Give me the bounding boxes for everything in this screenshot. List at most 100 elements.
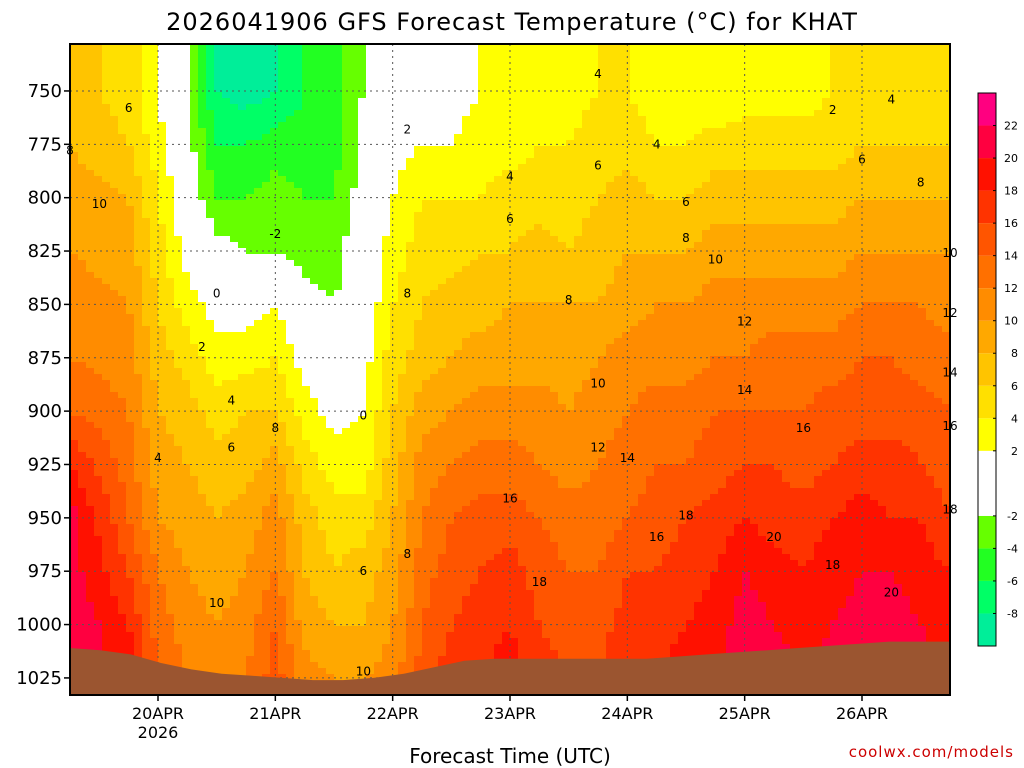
temperature-cell-447 (102, 110, 111, 117)
temperature-cell-1355 (166, 326, 175, 333)
temperature-cell-308 (86, 584, 95, 591)
temperature-cell-194 (78, 554, 87, 561)
temperature-cell-1450 (174, 242, 183, 249)
temperature-cell-4003 (358, 518, 367, 525)
temperature-cell-225 (86, 86, 95, 93)
temperature-cell-2669 (262, 362, 271, 369)
temperature-cell-3278 (310, 92, 319, 99)
temperature-cell-3191 (302, 224, 311, 231)
temperature-cell-1681 (190, 320, 199, 327)
temperature-cell-1904 (206, 350, 215, 357)
temperature-cell-4215 (374, 482, 383, 489)
temperature-cell-3482 (318, 662, 327, 669)
temperature-cell-4936 (430, 230, 439, 237)
temperature-cell-3643 (334, 320, 343, 327)
temperature-cell-2256 (230, 500, 239, 507)
temperature-cell-2848 (278, 128, 287, 135)
temperature-cell-4230 (374, 572, 383, 579)
temperature-cell-1837 (198, 602, 207, 609)
temperature-cell-3719 (342, 122, 351, 129)
temperature-cell-4593 (406, 134, 415, 141)
temperature-cell-2075 (222, 68, 231, 75)
temperature-cell-1498 (174, 530, 183, 537)
temperature-cell-2450 (246, 356, 255, 363)
temperature-cell-446 (102, 104, 111, 111)
temperature-cell-4308 (382, 386, 391, 393)
temperature-cell-2131 (222, 404, 231, 411)
temperature-cell-4428 (390, 452, 399, 459)
temperature-cell-598 (110, 362, 119, 369)
temperature-cell-2403 (246, 74, 255, 81)
temperature-cell-4402 (390, 296, 399, 303)
temperature-cell-3766 (342, 404, 351, 411)
temperature-cell-4445 (390, 554, 399, 561)
temperature-cell-3155 (294, 662, 303, 669)
temperature-cell-2295 (238, 80, 247, 87)
temperature-cell-164 (78, 374, 87, 381)
temperature-cell-3318 (310, 332, 319, 339)
temperature-cell-4708 (414, 170, 423, 177)
temperature-cell-3321 (310, 350, 319, 357)
temperature-cell-3690 (334, 602, 343, 609)
temperature-cell-1026 (142, 314, 151, 321)
temperature-cell-149 (78, 284, 87, 291)
temperature-cell-3700 (334, 662, 343, 669)
temperature-cell-3357 (310, 566, 319, 573)
temperature-cell-2311 (238, 176, 247, 183)
temperature-cell-2523 (254, 140, 263, 147)
temperature-cell-2752 (270, 206, 279, 213)
temperature-cell-4844 (422, 332, 431, 339)
temperature-cell-3192 (302, 230, 311, 237)
temperature-cell-1786 (198, 296, 207, 303)
temperature-cell-3358 (310, 572, 319, 579)
temperature-cell-952 (134, 524, 143, 531)
temperature-cell-1828 (198, 548, 207, 555)
temperature-cell-4463 (390, 662, 399, 669)
temperature-cell-2594 (254, 566, 263, 573)
temperature-cell-2073 (222, 56, 231, 63)
temperature-cell-1033 (142, 356, 151, 363)
temperature-cell-1261 (158, 416, 167, 423)
temperature-cell-2657 (262, 290, 271, 297)
temperature-cell-1052 (142, 470, 151, 477)
temperature-cell-4084 (366, 350, 375, 357)
temperature-cell-2184 (230, 68, 239, 75)
temperature-cell-1950 (206, 626, 215, 633)
temperature-cell-4658 (406, 524, 415, 531)
temperature-cell-2481 (246, 542, 255, 549)
temperature-cell-4637 (406, 398, 415, 405)
temperature-cell-2425 (246, 206, 255, 213)
temperature-cell-907 (134, 254, 143, 261)
temperature-cell-812 (126, 338, 135, 345)
temperature-cell-1793 (198, 338, 207, 345)
temperature-cell-2731 (270, 80, 279, 87)
temperature-cell-858 (126, 614, 135, 621)
temperature-cell-1217 (158, 152, 167, 159)
temperature-cell-1397 (166, 578, 175, 585)
temperature-cell-1148 (150, 392, 159, 399)
temperature-cell-1109 (150, 158, 159, 165)
temperature-cell-2892 (278, 392, 287, 399)
temperature-cell-3936 (358, 116, 367, 123)
temperature-cell-2596 (254, 578, 263, 585)
temperature-cell-3431 (318, 356, 327, 363)
temperature-cell-508 (102, 476, 111, 483)
temperature-cell-3453 (318, 488, 327, 495)
temperature-cell-2254 (230, 488, 239, 495)
temperature-cell-1352 (166, 308, 175, 315)
temperature-cell-4368 (390, 92, 399, 99)
temperature-cell-3774 (342, 452, 351, 459)
temperature-cell-654 (118, 44, 127, 51)
temperature-cell-1012 (142, 230, 151, 237)
temperature-cell-2130 (222, 398, 231, 405)
temperature-cell-671 (118, 146, 127, 153)
temperature-cell-2460 (246, 416, 255, 423)
temperature-cell-4739 (414, 356, 423, 363)
temperature-cell-4586 (406, 92, 415, 99)
temperature-cell-2147 (222, 500, 231, 507)
temperature-cell-4601 (406, 182, 415, 189)
temperature-cell-3852 (350, 266, 359, 273)
temperature-cell-2701 (262, 554, 271, 561)
temperature-cell-3475 (318, 620, 327, 627)
temperature-cell-206 (78, 626, 87, 633)
